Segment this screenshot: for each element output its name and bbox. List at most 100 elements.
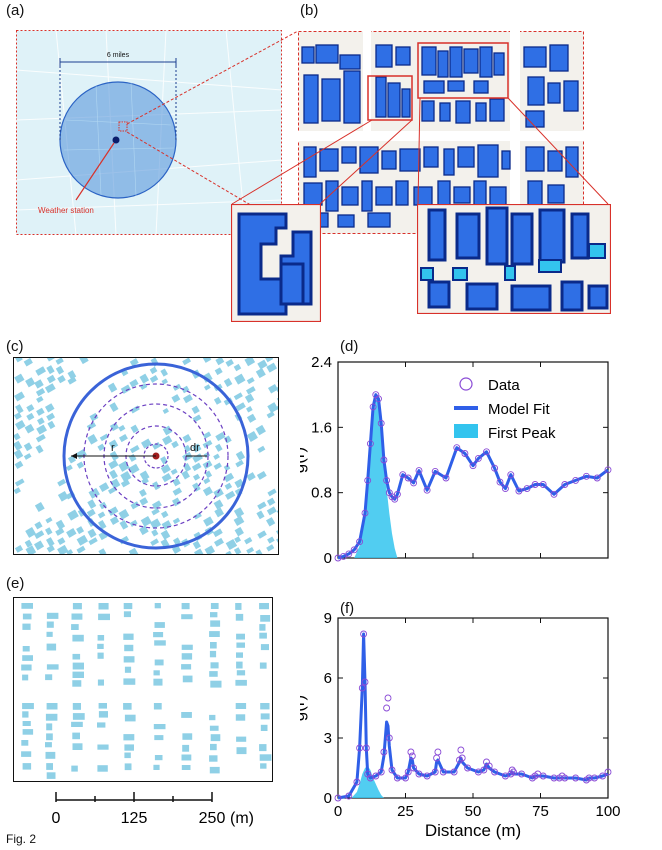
building: [45, 674, 53, 681]
building: [78, 357, 89, 365]
building: [46, 612, 59, 619]
building: [341, 186, 359, 206]
building: [57, 491, 69, 502]
building: [154, 735, 164, 741]
building: [128, 547, 139, 555]
panel-c-frame: [13, 357, 279, 555]
building: [162, 435, 173, 446]
building: [72, 743, 83, 750]
building: [182, 675, 193, 683]
data-point: [366, 440, 374, 448]
building: [399, 148, 421, 172]
data-point: [561, 481, 569, 488]
building: [210, 603, 219, 609]
outer-circle: [62, 362, 250, 550]
building: [67, 509, 79, 521]
data-point: [483, 448, 490, 456]
building: [236, 652, 243, 658]
building: [236, 736, 247, 742]
data-point: [461, 450, 469, 457]
building: [22, 623, 31, 630]
building: [337, 214, 355, 228]
building: [259, 662, 267, 669]
building: [123, 734, 135, 741]
y-tick-label: 1.6: [311, 419, 332, 436]
building: [256, 510, 265, 520]
building: [303, 146, 317, 178]
building: [129, 379, 139, 388]
data-point: [410, 764, 418, 772]
building: [193, 512, 202, 520]
building: [160, 529, 171, 540]
building: [97, 643, 104, 649]
building: [210, 612, 218, 618]
data-point: [377, 768, 385, 776]
building: [76, 526, 85, 535]
building: [210, 734, 221, 742]
building: [266, 544, 275, 552]
building: [23, 357, 33, 367]
building: [259, 632, 267, 639]
legend-marker-first-peak: [454, 424, 478, 438]
building: [209, 714, 216, 721]
building: [46, 374, 56, 384]
building: [87, 434, 98, 445]
building: [66, 528, 77, 538]
building: [244, 537, 253, 545]
data-point: [380, 748, 388, 756]
building: [21, 603, 33, 609]
panel-e-layout: [13, 597, 273, 782]
building: [233, 507, 245, 518]
building: [493, 52, 505, 76]
chart-f: 0 3 6 9 0 25 50 75 100 g(r) Distance (m): [300, 610, 620, 840]
building: [98, 703, 107, 709]
building: [154, 603, 161, 609]
building: [123, 633, 134, 640]
building: [151, 508, 160, 516]
building: [260, 703, 270, 710]
building: [34, 540, 45, 551]
building: [13, 440, 23, 451]
building: [182, 744, 190, 752]
building: [161, 378, 169, 385]
building: [139, 470, 150, 481]
building: [107, 506, 119, 516]
building: [67, 376, 77, 385]
dr-label: dr: [190, 442, 200, 454]
building: [35, 366, 46, 376]
building: [15, 419, 26, 431]
building: [234, 526, 244, 537]
building: [453, 186, 471, 204]
data-point: [360, 630, 368, 638]
data-point: [439, 768, 447, 776]
building: [152, 481, 161, 491]
data-point: [599, 772, 607, 780]
building: [109, 402, 119, 412]
building: [72, 680, 82, 687]
building: [118, 509, 130, 520]
building: [387, 82, 401, 118]
building: [547, 150, 563, 172]
zoom-box: [118, 121, 128, 132]
building: [319, 148, 339, 172]
inset-connectors: [231, 97, 609, 205]
building: [87, 528, 97, 538]
building: [160, 368, 168, 377]
building: [203, 477, 211, 485]
building: [150, 538, 159, 547]
building: [246, 377, 255, 385]
building: [279, 262, 305, 306]
building: [72, 634, 84, 642]
building: [275, 384, 279, 393]
data-point: [408, 752, 416, 760]
inset-buildings: [427, 206, 609, 312]
building: [55, 357, 64, 365]
building: [236, 747, 247, 755]
building: [213, 487, 224, 498]
y-tick-label: 0: [324, 550, 332, 567]
panel-b-label: (b): [300, 2, 319, 19]
building: [224, 490, 236, 500]
data-point: [593, 474, 601, 482]
building: [257, 530, 267, 539]
data-point: [604, 768, 612, 776]
